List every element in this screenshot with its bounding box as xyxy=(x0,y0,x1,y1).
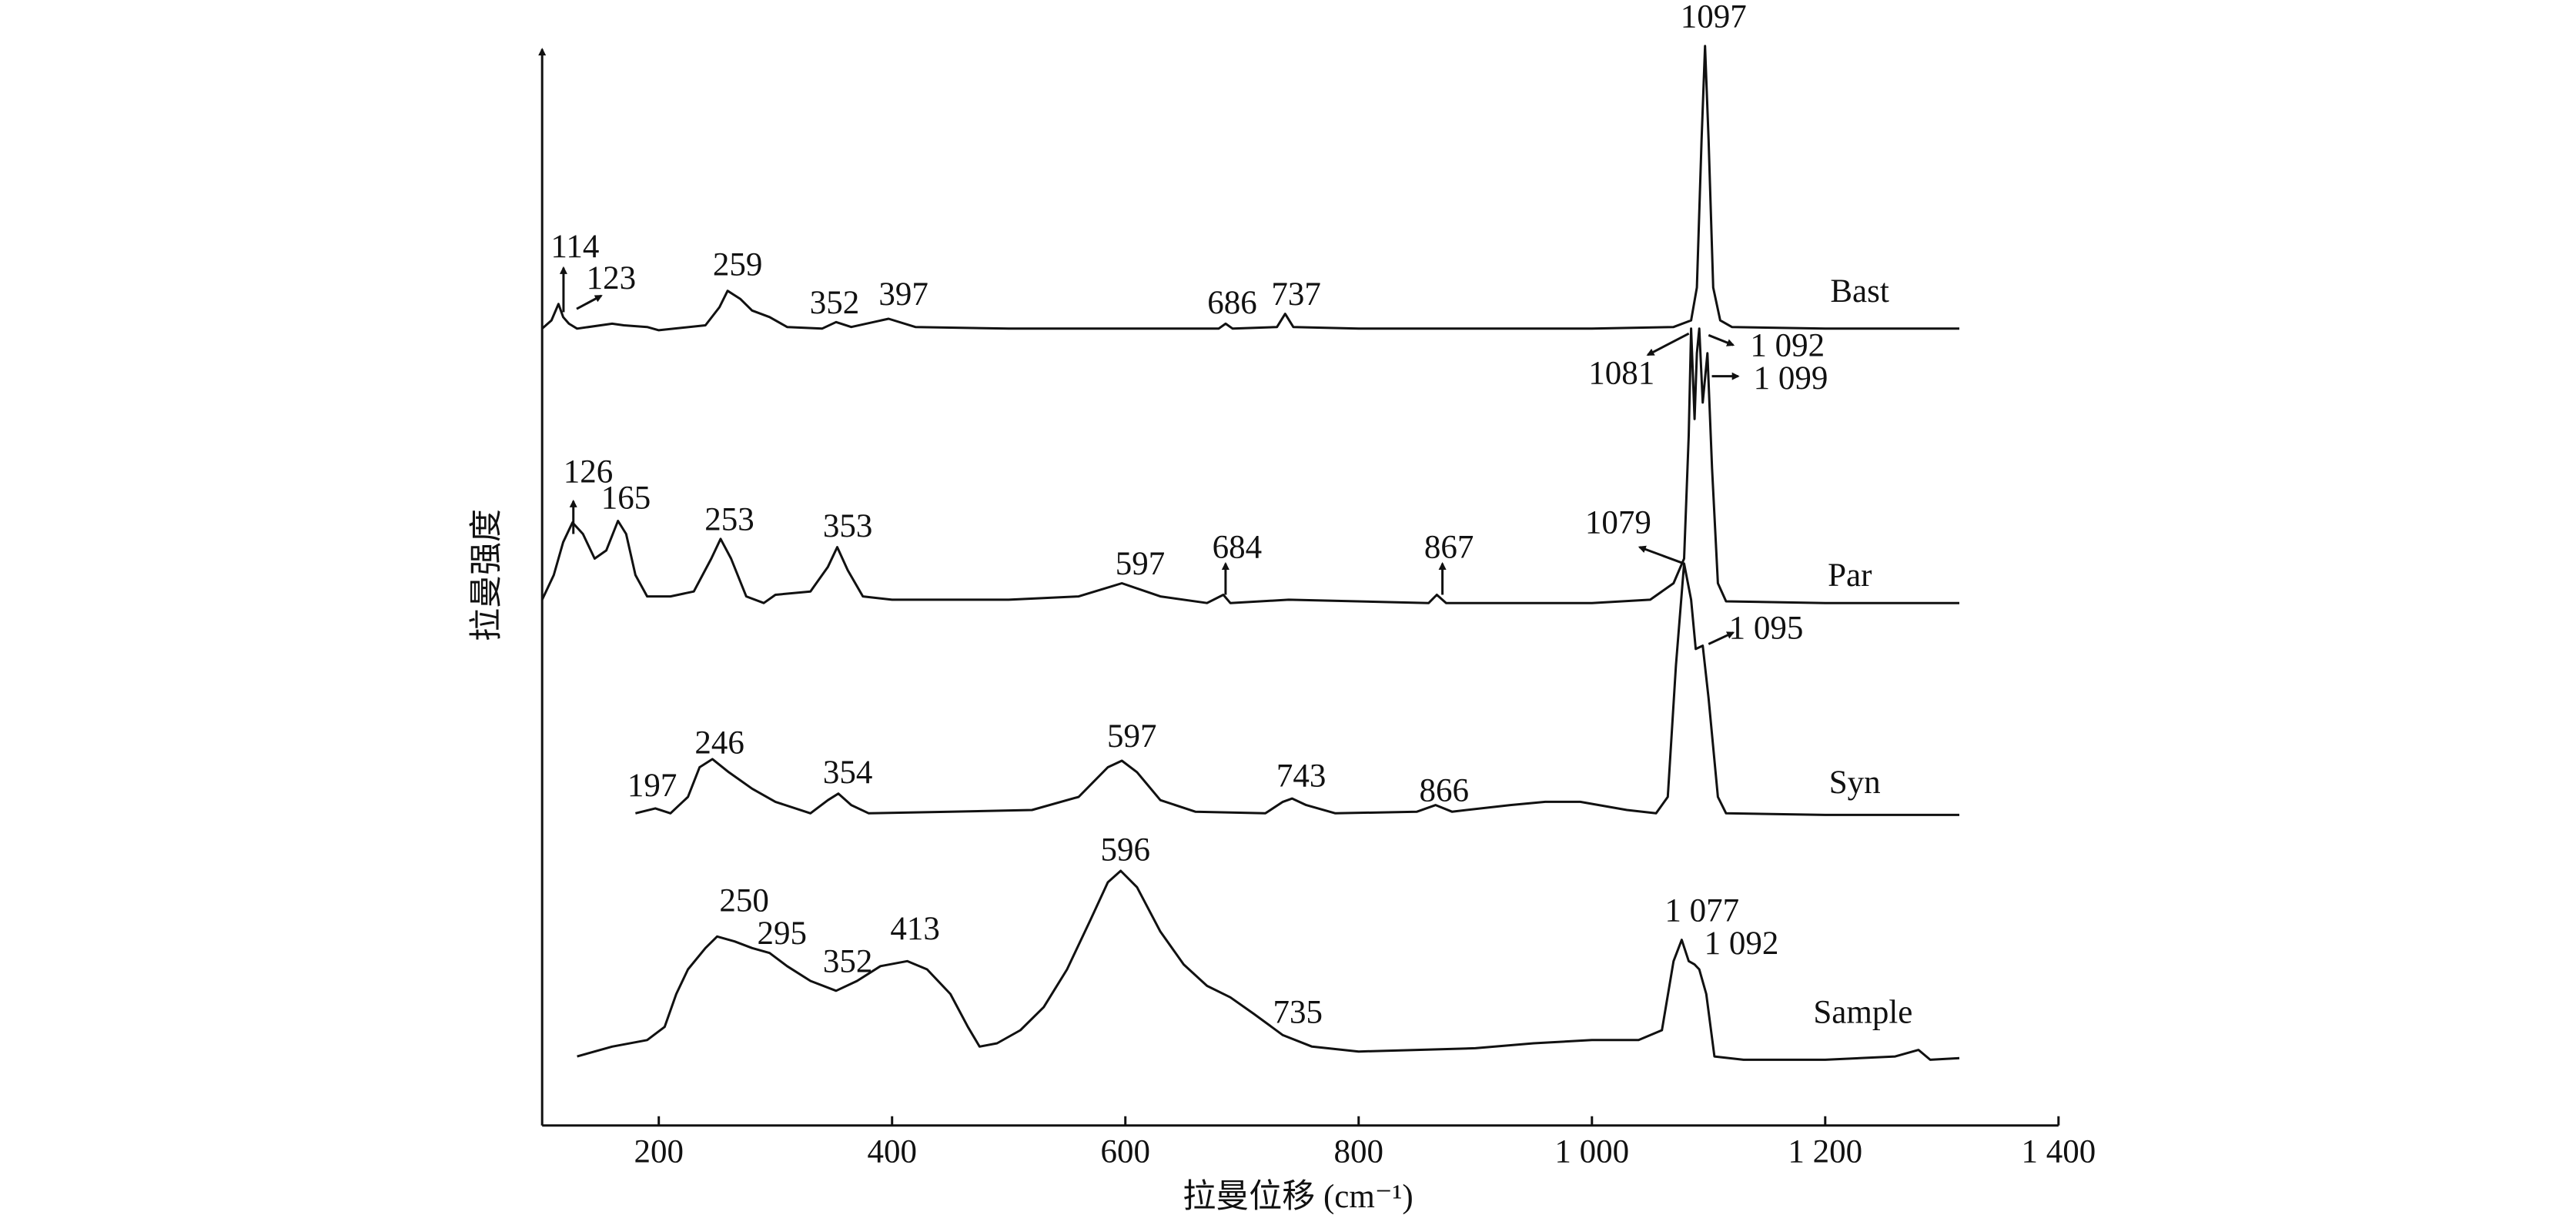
series-label: Bast xyxy=(1830,273,1889,310)
annotation-arrow xyxy=(1708,631,1735,645)
annotation-arrow xyxy=(1708,333,1735,346)
peak-label: 126 xyxy=(564,454,614,490)
peak-label: 114 xyxy=(550,229,599,265)
peak-label: 737 xyxy=(1271,276,1321,313)
peak-label: 1 099 xyxy=(1754,360,1828,397)
peak-label: 352 xyxy=(810,285,860,321)
peak-label: 1 077 xyxy=(1664,892,1739,929)
annotation-arrow xyxy=(1638,545,1684,565)
peak-label: 1 092 xyxy=(1705,925,1779,962)
peak-label: 295 xyxy=(758,915,808,952)
peak-label: 246 xyxy=(694,725,744,761)
peak-label: 1081 xyxy=(1588,356,1654,392)
peak-label: 743 xyxy=(1276,758,1326,794)
x-tick-label: 600 xyxy=(1100,1134,1150,1170)
peak-label: 1 095 xyxy=(1729,610,1804,646)
spectrum-line xyxy=(635,562,1959,816)
peak-label: 165 xyxy=(601,480,651,517)
peak-label: 413 xyxy=(890,911,940,947)
peak-label: 1079 xyxy=(1585,505,1651,541)
peak-label: 354 xyxy=(823,755,873,791)
annotation-arrow xyxy=(1646,332,1690,356)
peak-label: 867 xyxy=(1424,530,1474,566)
x-tick-label: 400 xyxy=(867,1134,917,1170)
y-axis-label: 拉曼强度 xyxy=(468,509,505,641)
peak-label: 197 xyxy=(627,768,677,804)
peak-label: 866 xyxy=(1419,773,1469,809)
peak-label: 597 xyxy=(1107,718,1157,755)
spectrum-line xyxy=(541,45,1959,332)
x-tick-label: 1 000 xyxy=(1554,1134,1629,1170)
peak-label: 123 xyxy=(587,260,637,296)
spectrum-line xyxy=(577,869,1960,1061)
x-tick-label: 200 xyxy=(634,1134,684,1170)
peak-label: 353 xyxy=(823,508,873,544)
x-tick-label: 1 200 xyxy=(1788,1134,1862,1170)
peak-label: 735 xyxy=(1273,995,1323,1031)
peak-label: 352 xyxy=(823,943,873,979)
peak-label: 596 xyxy=(1100,832,1150,868)
peak-label: 597 xyxy=(1116,546,1166,582)
series-label: Sample xyxy=(1813,995,1912,1031)
peak-label: 250 xyxy=(719,883,769,919)
peak-label: 397 xyxy=(878,276,928,313)
peak-label: 684 xyxy=(1213,530,1263,566)
spectrum-line xyxy=(540,327,1959,604)
series-label: Syn xyxy=(1829,765,1881,801)
series-label: Par xyxy=(1828,557,1872,594)
peak-label: 686 xyxy=(1207,285,1257,321)
x-axis-label: 拉曼位移 (cm⁻¹) xyxy=(1183,1178,1413,1215)
x-tick-label: 800 xyxy=(1334,1134,1384,1170)
annotation-arrow xyxy=(576,294,603,310)
x-tick-label: 1 400 xyxy=(2021,1134,2096,1170)
peak-label: 253 xyxy=(704,501,754,537)
peak-label: 1097 xyxy=(1681,0,1747,35)
peak-label: 259 xyxy=(713,247,763,283)
peak-label: 1 092 xyxy=(1750,327,1825,363)
